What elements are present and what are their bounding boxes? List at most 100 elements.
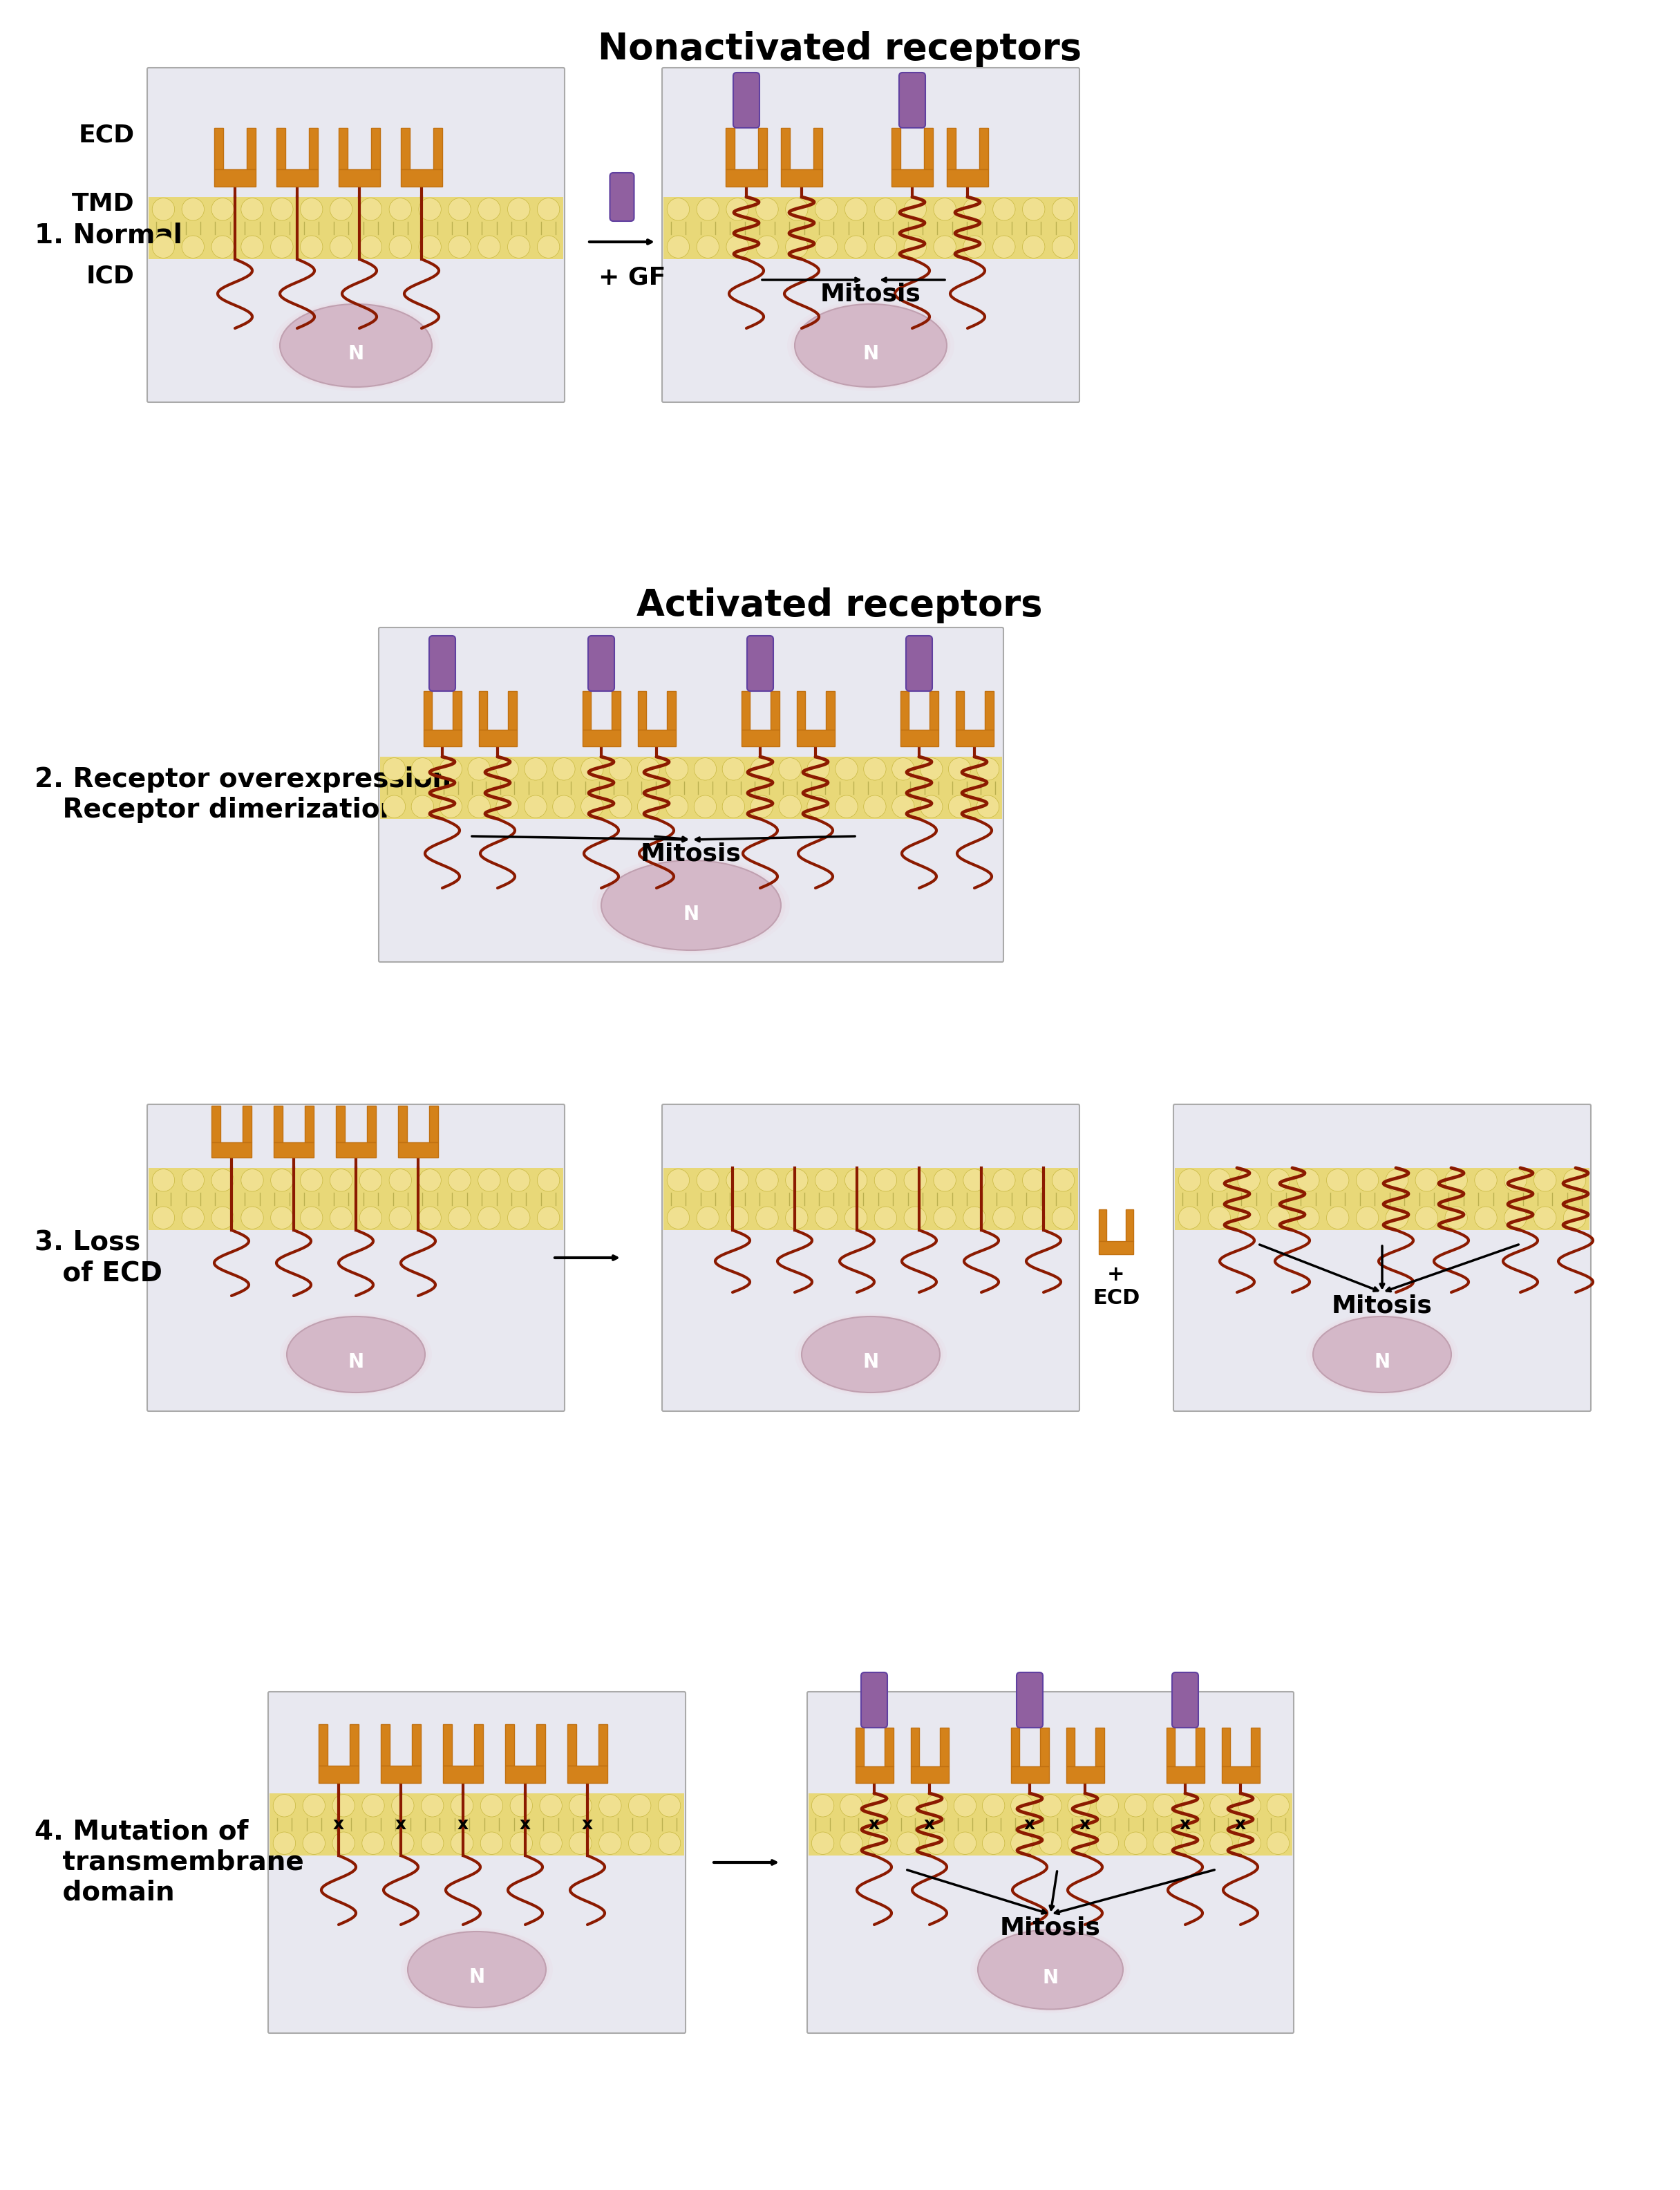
Circle shape: [361, 1833, 385, 1855]
Circle shape: [726, 197, 749, 221]
Circle shape: [815, 1169, 838, 1191]
Ellipse shape: [408, 1932, 546, 2008]
Bar: [336, 1106, 344, 1141]
Ellipse shape: [791, 302, 951, 390]
Circle shape: [467, 795, 491, 817]
Circle shape: [780, 795, 801, 817]
Circle shape: [1152, 1833, 1176, 1855]
Bar: [212, 1141, 252, 1159]
Circle shape: [904, 1207, 926, 1229]
Circle shape: [1208, 1207, 1230, 1229]
Bar: [900, 692, 909, 729]
Circle shape: [383, 795, 405, 817]
Circle shape: [697, 1207, 719, 1229]
Text: x: x: [457, 1816, 469, 1833]
Bar: [855, 1767, 894, 1783]
FancyBboxPatch shape: [1173, 1673, 1198, 1728]
Circle shape: [1445, 1207, 1467, 1229]
FancyBboxPatch shape: [610, 173, 633, 221]
Circle shape: [1386, 1207, 1408, 1229]
Bar: [612, 692, 620, 729]
Circle shape: [1023, 197, 1045, 221]
Bar: [479, 729, 516, 747]
Circle shape: [751, 795, 773, 817]
Bar: [1166, 1728, 1174, 1767]
Circle shape: [1356, 1207, 1379, 1229]
Circle shape: [811, 1833, 833, 1855]
Ellipse shape: [1305, 1312, 1458, 1397]
Circle shape: [963, 1207, 986, 1229]
Bar: [741, 729, 780, 747]
Circle shape: [1267, 1169, 1290, 1191]
Bar: [1166, 1767, 1205, 1783]
Circle shape: [1238, 1169, 1260, 1191]
Circle shape: [1445, 1169, 1467, 1191]
Bar: [1252, 1728, 1260, 1767]
Circle shape: [1210, 1794, 1233, 1818]
Circle shape: [976, 758, 1000, 780]
Text: Activated receptors: Activated receptors: [637, 587, 1043, 624]
Bar: [368, 1106, 376, 1141]
Bar: [885, 1728, 894, 1767]
Ellipse shape: [287, 1316, 425, 1393]
Circle shape: [1011, 1794, 1033, 1818]
Circle shape: [181, 1169, 205, 1191]
Circle shape: [659, 1833, 680, 1855]
Ellipse shape: [978, 1929, 1122, 2008]
Circle shape: [949, 795, 971, 817]
Circle shape: [1023, 1169, 1045, 1191]
Bar: [583, 729, 620, 747]
Circle shape: [360, 237, 381, 258]
Circle shape: [1415, 1207, 1438, 1229]
Circle shape: [418, 1207, 442, 1229]
Circle shape: [1267, 1794, 1289, 1818]
Circle shape: [756, 237, 778, 258]
Bar: [381, 1765, 422, 1783]
Bar: [929, 692, 937, 729]
Circle shape: [1475, 1207, 1497, 1229]
Circle shape: [722, 758, 744, 780]
Bar: [796, 729, 835, 747]
Circle shape: [553, 795, 575, 817]
Circle shape: [1415, 1169, 1438, 1191]
Circle shape: [538, 1207, 559, 1229]
FancyBboxPatch shape: [899, 72, 926, 127]
Circle shape: [181, 197, 205, 221]
Circle shape: [391, 1794, 413, 1818]
Circle shape: [1095, 1794, 1119, 1818]
Circle shape: [329, 1169, 353, 1191]
Circle shape: [449, 197, 470, 221]
Circle shape: [539, 1833, 563, 1855]
Circle shape: [329, 237, 353, 258]
Circle shape: [806, 758, 830, 780]
FancyBboxPatch shape: [662, 1104, 1080, 1410]
Circle shape: [897, 1794, 919, 1818]
Bar: [423, 692, 432, 729]
Bar: [444, 1724, 452, 1765]
Circle shape: [874, 1169, 897, 1191]
Text: x: x: [581, 1816, 593, 1833]
Circle shape: [1095, 1833, 1119, 1855]
Circle shape: [949, 758, 971, 780]
Circle shape: [1386, 1169, 1408, 1191]
Circle shape: [390, 1169, 412, 1191]
Circle shape: [524, 758, 546, 780]
Circle shape: [1238, 1833, 1260, 1855]
Bar: [319, 1724, 328, 1765]
Circle shape: [897, 1833, 919, 1855]
Circle shape: [628, 1833, 650, 1855]
Ellipse shape: [405, 1929, 549, 2010]
Bar: [1099, 1242, 1134, 1255]
Bar: [148, 1167, 563, 1231]
Ellipse shape: [795, 1312, 948, 1397]
FancyBboxPatch shape: [906, 635, 932, 692]
Ellipse shape: [795, 304, 948, 388]
Circle shape: [422, 1794, 444, 1818]
FancyBboxPatch shape: [662, 68, 1080, 403]
Circle shape: [418, 1169, 442, 1191]
Circle shape: [302, 1794, 326, 1818]
Bar: [1221, 1767, 1260, 1783]
Ellipse shape: [798, 1314, 942, 1395]
Circle shape: [610, 758, 632, 780]
Circle shape: [467, 758, 491, 780]
